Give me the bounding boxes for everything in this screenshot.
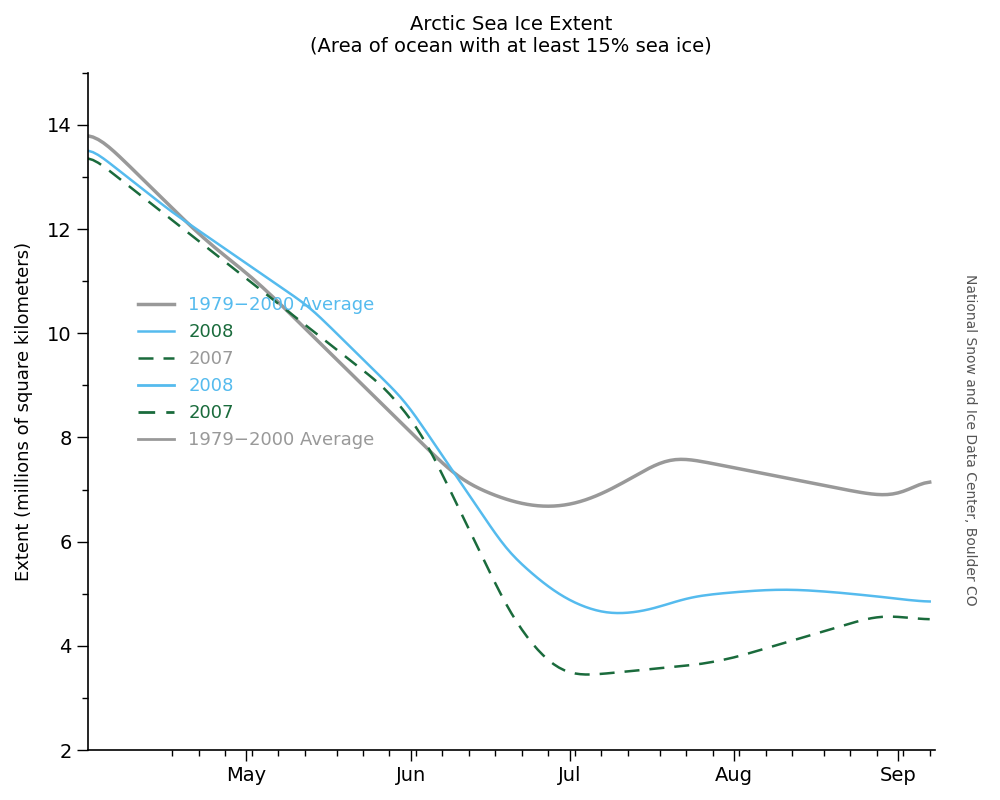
- Line: 2008: 2008: [88, 150, 930, 613]
- 2008: [924, 597, 936, 606]
- Text: National Snow and Ice Data Center, Boulder CO: National Snow and Ice Data Center, Bould…: [963, 274, 977, 606]
- 1979−2000 Average: [82, 131, 94, 141]
- Title: Arctic Sea Ice Extent
(Area of ocean with at least 15% sea ice): Arctic Sea Ice Extent (Area of ocean wit…: [310, 15, 712, 56]
- Legend: 1979−2000 Average, 2008, 2007, 2008, 2007, 1979−2000 Average: 1979−2000 Average, 2008, 2007, 2008, 200…: [131, 289, 382, 457]
- 2008: [611, 608, 623, 618]
- 1979−2000 Average: [887, 489, 899, 498]
- 2008: [887, 594, 899, 603]
- 1979−2000 Average: [251, 278, 263, 287]
- 1979−2000 Average: [320, 344, 332, 354]
- 2008: [775, 585, 787, 594]
- 2008: [251, 266, 263, 275]
- Line: 1979−2000 Average: 1979−2000 Average: [88, 136, 930, 506]
- 2008: [82, 146, 94, 155]
- 2008: [548, 586, 560, 595]
- 2007: [548, 659, 560, 669]
- 1979−2000 Average: [553, 501, 565, 510]
- 2008: [320, 318, 332, 328]
- 2007: [775, 639, 787, 649]
- 2007: [887, 612, 899, 622]
- 2007: [82, 154, 94, 163]
- 2007: [924, 614, 936, 624]
- 1979−2000 Average: [542, 502, 554, 511]
- 2007: [320, 336, 332, 346]
- Y-axis label: Extent (millions of square kilometers): Extent (millions of square kilometers): [15, 242, 33, 581]
- 2007: [579, 670, 591, 679]
- 1979−2000 Average: [775, 472, 787, 482]
- 1979−2000 Average: [924, 478, 936, 487]
- Line: 2007: 2007: [88, 158, 930, 674]
- 2008: [632, 606, 644, 616]
- 2007: [251, 282, 263, 292]
- 1979−2000 Average: [632, 470, 644, 479]
- 2007: [632, 666, 644, 675]
